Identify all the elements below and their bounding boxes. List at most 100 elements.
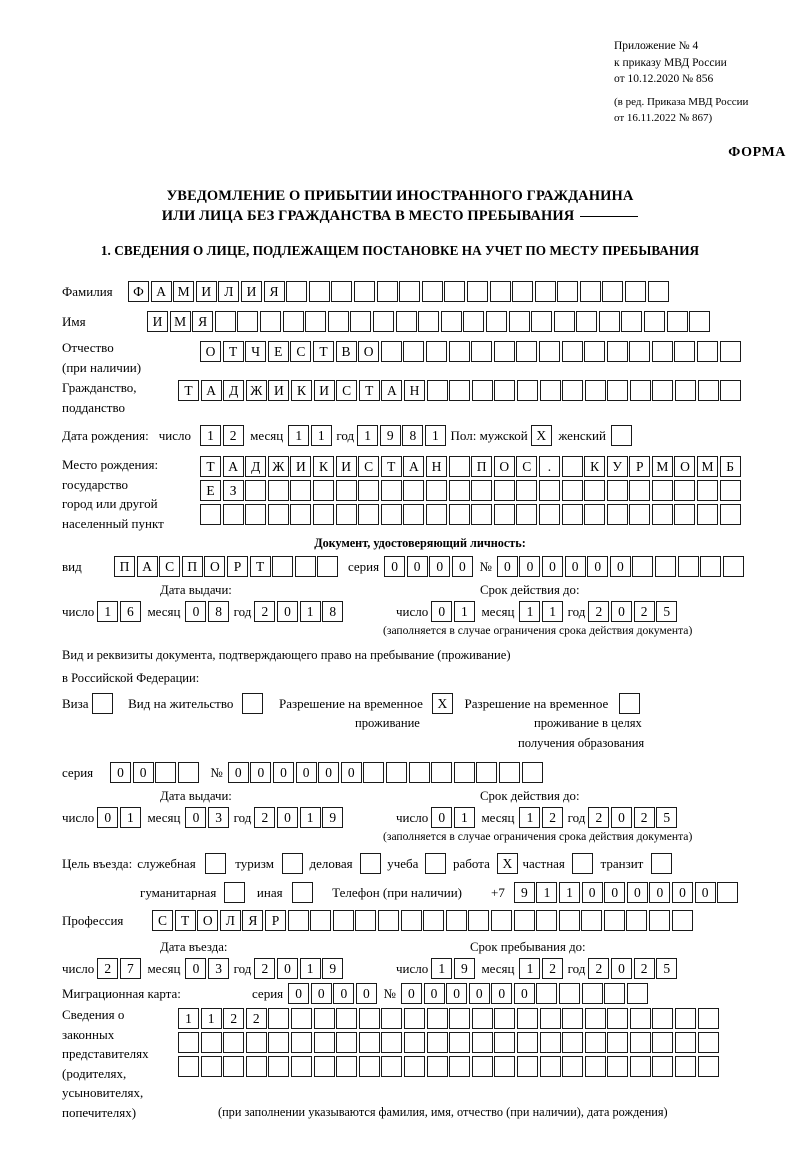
char-cell[interactable]: П <box>181 556 203 577</box>
char-cell[interactable] <box>652 1032 674 1053</box>
char-cell[interactable] <box>313 1008 335 1029</box>
char-cell[interactable] <box>493 504 515 525</box>
char-cell[interactable] <box>282 311 304 332</box>
char-cell[interactable]: 1 <box>200 1008 222 1029</box>
char-cell[interactable] <box>562 1032 584 1053</box>
char-cell[interactable] <box>425 853 447 874</box>
char-cell[interactable] <box>629 1032 651 1053</box>
char-cell[interactable] <box>381 1008 403 1029</box>
char-cell[interactable] <box>358 1056 380 1077</box>
char-cell[interactable] <box>242 693 264 714</box>
char-cell[interactable] <box>626 983 648 1004</box>
char-cell[interactable] <box>355 910 377 931</box>
char-cell[interactable] <box>652 1056 674 1077</box>
char-cell[interactable]: 5 <box>656 958 678 979</box>
char-cell[interactable] <box>666 311 688 332</box>
char-cell[interactable] <box>700 556 722 577</box>
char-cell[interactable] <box>651 480 673 501</box>
char-cell[interactable]: Т <box>380 456 402 477</box>
char-cell[interactable]: О <box>200 341 221 362</box>
char-cell[interactable]: 0 <box>431 807 453 828</box>
char-cell[interactable]: 7 <box>119 958 141 979</box>
char-cell[interactable]: 8 <box>208 601 230 622</box>
char-cell[interactable] <box>418 311 440 332</box>
char-cell[interactable]: 1 <box>519 601 541 622</box>
char-cell[interactable] <box>562 1056 584 1077</box>
char-cell[interactable] <box>403 1032 425 1053</box>
char-cell[interactable] <box>719 480 741 501</box>
purpose-business-checkbox[interactable] <box>359 853 383 874</box>
char-cell[interactable]: Д <box>245 456 267 477</box>
char-cell[interactable]: 2 <box>97 958 119 979</box>
char-cell[interactable] <box>562 1008 584 1029</box>
char-cell[interactable] <box>576 311 598 332</box>
char-cell[interactable] <box>421 281 443 302</box>
char-cell[interactable] <box>476 762 498 783</box>
char-cell[interactable] <box>494 1008 516 1029</box>
char-cell[interactable]: 0 <box>611 601 633 622</box>
char-cell[interactable] <box>675 380 697 401</box>
char-cell[interactable]: 2 <box>254 601 276 622</box>
char-cell[interactable] <box>312 480 334 501</box>
char-cell[interactable] <box>444 281 466 302</box>
char-cell[interactable] <box>607 1056 629 1077</box>
char-cell[interactable] <box>336 1056 358 1077</box>
char-cell[interactable]: 1 <box>357 425 379 446</box>
char-cell[interactable] <box>426 1008 448 1029</box>
char-cell[interactable]: 1 <box>199 425 221 446</box>
char-cell[interactable]: А <box>403 456 425 477</box>
char-cell[interactable] <box>598 311 620 332</box>
char-cell[interactable]: Т <box>222 341 244 362</box>
char-cell[interactable]: 9 <box>379 425 401 446</box>
char-cell[interactable] <box>294 556 316 577</box>
char-cell[interactable] <box>268 1008 290 1029</box>
char-cell[interactable] <box>177 762 199 783</box>
char-cell[interactable] <box>557 281 579 302</box>
char-cell[interactable]: Ч <box>245 341 267 362</box>
char-cell[interactable] <box>363 762 385 783</box>
char-cell[interactable]: Р <box>226 556 248 577</box>
char-cell[interactable] <box>674 504 696 525</box>
char-cell[interactable] <box>358 480 380 501</box>
char-cell[interactable]: 8 <box>322 601 344 622</box>
char-cell[interactable]: 5 <box>656 807 678 828</box>
char-cell[interactable] <box>291 882 313 903</box>
char-cell[interactable]: 0 <box>672 882 693 903</box>
char-cell[interactable] <box>719 504 741 525</box>
char-cell[interactable] <box>290 1008 312 1029</box>
char-cell[interactable]: 0 <box>185 958 207 979</box>
char-cell[interactable]: 2 <box>633 958 655 979</box>
char-cell[interactable] <box>403 1056 425 1077</box>
char-cell[interactable]: К <box>312 456 334 477</box>
char-cell[interactable] <box>531 311 553 332</box>
char-cell[interactable] <box>327 311 349 332</box>
visa-checkbox[interactable] <box>91 693 115 714</box>
char-cell[interactable] <box>649 910 671 931</box>
char-cell[interactable]: . <box>538 456 560 477</box>
char-cell[interactable]: 1 <box>536 882 558 903</box>
char-cell[interactable] <box>380 480 402 501</box>
char-cell[interactable] <box>675 1056 697 1077</box>
char-cell[interactable] <box>335 480 357 501</box>
char-cell[interactable]: 0 <box>185 807 207 828</box>
char-cell[interactable] <box>425 504 447 525</box>
char-cell[interactable]: Ж <box>245 380 267 401</box>
char-cell[interactable]: С <box>516 456 538 477</box>
char-cell[interactable]: 0 <box>513 983 535 1004</box>
char-cell[interactable] <box>358 1032 380 1053</box>
char-cell[interactable]: К <box>584 456 606 477</box>
char-cell[interactable] <box>358 1008 380 1029</box>
char-cell[interactable]: 1 <box>288 425 310 446</box>
legal-reps-boxes-row2[interactable] <box>178 1032 720 1053</box>
char-cell[interactable] <box>403 341 425 362</box>
char-cell[interactable] <box>677 556 699 577</box>
char-cell[interactable]: М <box>651 456 673 477</box>
char-cell[interactable] <box>651 853 673 874</box>
char-cell[interactable]: О <box>197 910 219 931</box>
char-cell[interactable]: Ф <box>128 281 149 302</box>
